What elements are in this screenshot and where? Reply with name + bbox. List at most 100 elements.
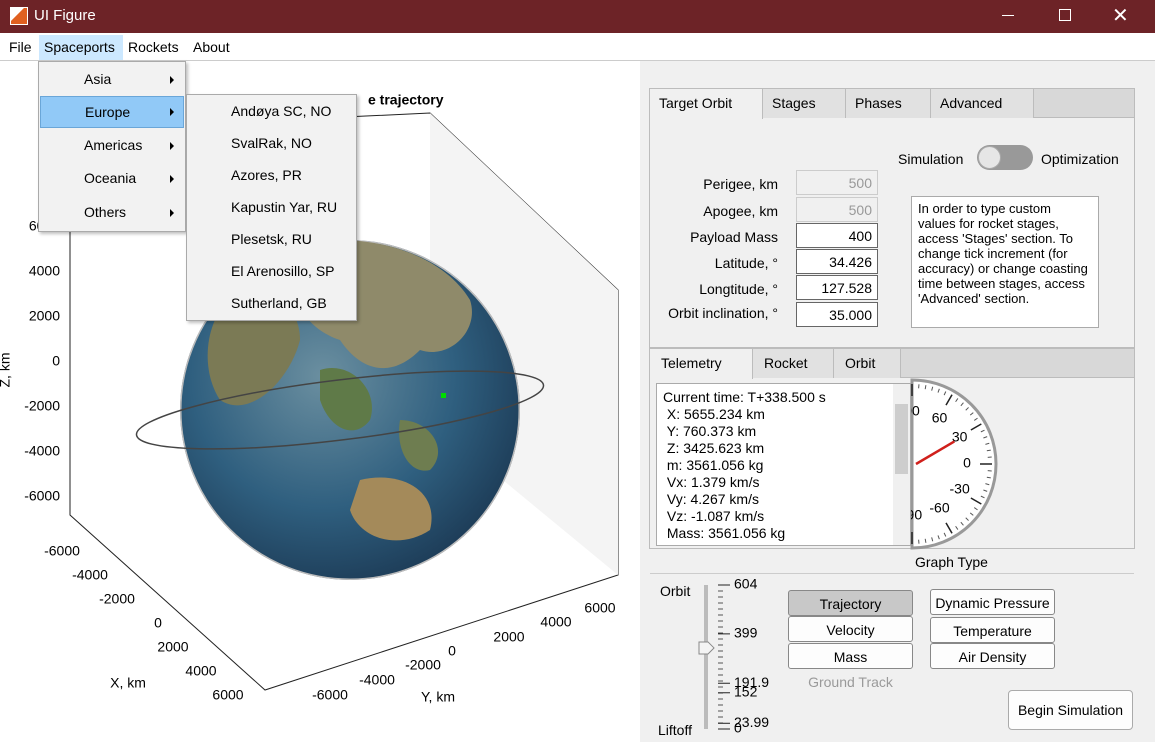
field-label: Apogee, km bbox=[703, 203, 778, 219]
z-tick-label: 0 bbox=[52, 353, 60, 369]
submenu-item[interactable]: Plesetsk, RU bbox=[231, 231, 312, 247]
field-label: Perigee, km bbox=[703, 176, 778, 192]
slider-top-label: Orbit bbox=[660, 583, 691, 599]
switch-left-label: Simulation bbox=[898, 151, 964, 167]
tab[interactable]: Orbit bbox=[834, 349, 901, 378]
field-input: 500 bbox=[796, 170, 878, 195]
z-tick-label: 2000 bbox=[29, 308, 60, 324]
europe-submenu: Andøya SC, NO SvalRak, NO Azores, PR Kapust… bbox=[186, 94, 357, 321]
telemetry-line: m: 3561.056 kg bbox=[663, 457, 764, 473]
submenu-arrow bbox=[170, 175, 174, 183]
info-text: In order to type custom values for rocke… bbox=[911, 196, 1099, 328]
graph-button[interactable]: Air Density bbox=[930, 643, 1055, 669]
x-tick-label: 6000 bbox=[212, 687, 243, 703]
telemetry-line: Z: 3425.623 km bbox=[663, 440, 765, 456]
y-tick-label: -4000 bbox=[359, 672, 395, 688]
y-tick-label: 4000 bbox=[540, 614, 571, 630]
telemetry-line: Vy: 4.267 km/s bbox=[663, 491, 759, 507]
z-tick-label: -2000 bbox=[24, 398, 60, 414]
plot-title: e trajectory bbox=[368, 92, 444, 108]
submenu-item[interactable]: Azores, PR bbox=[231, 167, 302, 183]
menu-item[interactable]: File bbox=[9, 39, 32, 55]
telemetry-line: Vz: -1.087 km/s bbox=[663, 508, 765, 524]
y-tick-label: 2000 bbox=[493, 629, 524, 645]
graph-button[interactable]: Velocity bbox=[788, 616, 913, 642]
tab[interactable]: Phases bbox=[846, 89, 931, 118]
tab[interactable]: Rocket bbox=[753, 349, 834, 378]
x-tick-label: -2000 bbox=[99, 591, 135, 607]
maximize-button[interactable] bbox=[1059, 9, 1071, 21]
orbit-path bbox=[135, 370, 545, 450]
dropdown-item[interactable]: Americas bbox=[84, 137, 143, 153]
z-tick-label: -4000 bbox=[24, 443, 60, 459]
graph-button[interactable]: Trajectory bbox=[788, 590, 913, 616]
spaceports-dropdown: Asia Europe Americas Oceania Others bbox=[38, 61, 186, 232]
field-label: Longtitude, ° bbox=[699, 281, 778, 297]
tab[interactable]: Target Orbit bbox=[650, 89, 763, 119]
dropdown-item[interactable]: Asia bbox=[84, 71, 112, 87]
field-label: Latitude, ° bbox=[714, 255, 778, 271]
close-button[interactable]: ✕ bbox=[1112, 5, 1129, 27]
tab[interactable]: Telemetry bbox=[650, 349, 753, 379]
telemetry-line: Vx: 1.379 km/s bbox=[663, 474, 760, 490]
tab[interactable]: Advanced bbox=[931, 89, 1034, 118]
x-tick-label: 4000 bbox=[185, 663, 216, 679]
y-tick-label: -2000 bbox=[405, 657, 441, 673]
graph-type-label: Graph Type bbox=[915, 554, 988, 570]
y-tick-label: 6000 bbox=[584, 600, 615, 616]
y-tick-label: 0 bbox=[448, 643, 456, 659]
submenu-arrow bbox=[170, 142, 174, 150]
field-label: Payload Mass bbox=[690, 229, 778, 245]
dropdown-item[interactable]: Europe bbox=[40, 96, 184, 128]
telemetry-line: Y: 760.373 km bbox=[663, 423, 757, 439]
tab[interactable]: Stages bbox=[763, 89, 846, 118]
target-orbit-panel: Target Orbit Stages Phases Advanced Simulati… bbox=[649, 88, 1135, 348]
window-title: UI Figure bbox=[34, 7, 96, 24]
field-input[interactable]: 34.426 bbox=[796, 249, 878, 274]
slider-bottom-label: Liftoff bbox=[658, 722, 692, 738]
submenu-item[interactable]: Andøya SC, NO bbox=[231, 103, 332, 119]
scroll-thumb[interactable] bbox=[895, 404, 908, 474]
field-input[interactable]: 127.528 bbox=[796, 275, 878, 300]
rocket-marker bbox=[441, 393, 446, 398]
x-tick-label: 0 bbox=[154, 615, 162, 631]
separator bbox=[650, 573, 1134, 574]
telemetry-line: Current time: T+338.500 s bbox=[663, 389, 826, 405]
submenu-item[interactable]: Kapustin Yar, RU bbox=[231, 199, 338, 215]
minimize-button[interactable] bbox=[1002, 15, 1014, 16]
submenu-item[interactable]: El Arenosillo, SP bbox=[231, 263, 335, 279]
toggle-knob bbox=[978, 146, 1001, 169]
x-tick-label: -4000 bbox=[72, 567, 108, 583]
submenu-arrow bbox=[170, 108, 174, 116]
graph-button[interactable]: Dynamic Pressure bbox=[930, 589, 1055, 615]
field-input[interactable]: 35.000 bbox=[796, 302, 878, 327]
z-tick-label: -6000 bbox=[24, 488, 60, 504]
app-icon bbox=[10, 7, 28, 25]
begin-simulation-button[interactable]: Begin Simulation bbox=[1008, 690, 1133, 730]
dropdown-item[interactable]: Oceania bbox=[84, 170, 137, 186]
z-axis-label: Z, km bbox=[0, 353, 13, 388]
graph-button[interactable]: Temperature bbox=[930, 617, 1055, 643]
x-tick-label: 2000 bbox=[157, 639, 188, 655]
x-axis-label: X, km bbox=[110, 675, 146, 691]
dropdown-item[interactable]: Others bbox=[84, 204, 127, 220]
submenu-item[interactable]: Sutherland, GB bbox=[231, 295, 327, 311]
menu-item[interactable]: Spaceports bbox=[39, 35, 123, 60]
y-axis-label: Y, km bbox=[421, 689, 455, 705]
switch-right-label: Optimization bbox=[1041, 151, 1119, 167]
field-input: 500 bbox=[796, 197, 878, 222]
submenu-item[interactable]: SvalRak, NO bbox=[231, 135, 312, 151]
x-tick-label: -6000 bbox=[44, 543, 80, 559]
graph-button: Ground Track bbox=[808, 674, 893, 690]
menu-item[interactable]: About bbox=[193, 39, 230, 55]
title-bar: UI Figure ✕ bbox=[0, 0, 1155, 33]
graph-button[interactable]: Mass bbox=[788, 643, 913, 669]
menu-item[interactable]: Rockets bbox=[128, 39, 179, 55]
earth bbox=[180, 240, 520, 580]
telemetry-textarea: Current time: T+338.500 s X: 5655.234 km… bbox=[656, 383, 911, 546]
field-input[interactable]: 400 bbox=[796, 223, 878, 248]
telemetry-line: X: 5655.234 km bbox=[663, 406, 765, 422]
submenu-arrow bbox=[170, 209, 174, 217]
telemetry-line: Mass: 3561.056 kg bbox=[663, 525, 786, 541]
y-tick-label: -6000 bbox=[312, 687, 348, 703]
